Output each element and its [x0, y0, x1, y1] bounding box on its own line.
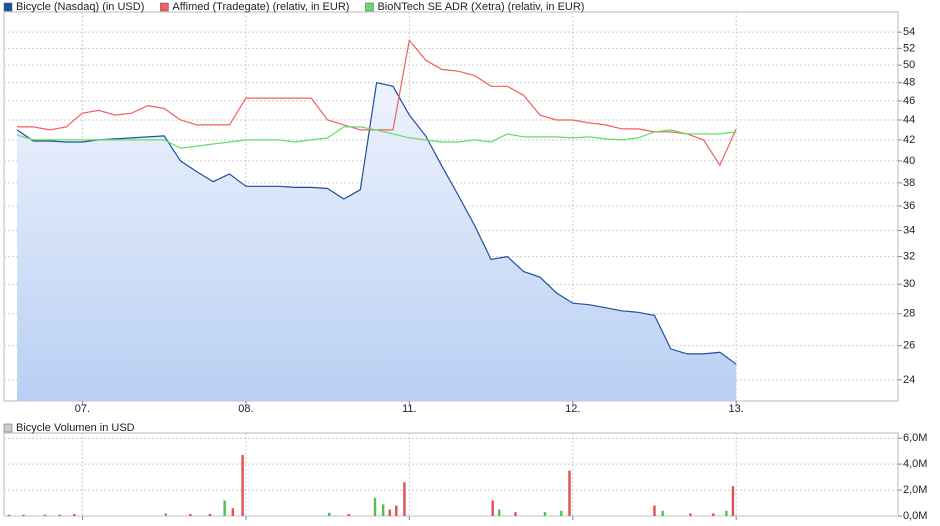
y-tick-label: 24: [903, 374, 915, 386]
bar: [560, 510, 563, 516]
bar: [58, 514, 61, 516]
bar: [328, 512, 331, 516]
bar: [395, 505, 398, 516]
bar: [388, 509, 391, 516]
legend-label: Bicycle Volumen in USD: [16, 422, 135, 434]
bar: [403, 482, 406, 516]
bar: [568, 470, 571, 516]
bar: [241, 455, 244, 516]
legend-label: Bicycle (Nasdaq) (in USD): [16, 1, 144, 13]
bar: [653, 505, 656, 516]
bar: [73, 514, 76, 516]
y-tick-label: 30: [903, 278, 915, 290]
x-tick-label: 12.: [565, 403, 580, 415]
plot-area: [3, 432, 899, 517]
y-tick-label: 4,0M: [903, 458, 927, 470]
bar: [689, 513, 692, 516]
y-tick-label: 0,0M: [903, 510, 927, 522]
legend-swatch: [160, 2, 169, 12]
y-tick-label: 44: [903, 114, 915, 126]
y-tick-label: 42: [903, 134, 915, 146]
bar: [712, 513, 715, 516]
legend-swatch: [3, 423, 13, 433]
bar: [373, 497, 377, 516]
bar: [725, 510, 728, 516]
legend-swatch: [365, 2, 374, 12]
bar: [661, 510, 664, 516]
bar: [22, 514, 25, 516]
y-tick-label: 6,0M: [903, 432, 927, 444]
bar: [43, 514, 47, 516]
y-tick-label: 32: [903, 250, 915, 262]
legend-label: Affimed (Tradegate) (relativ, in EUR): [172, 1, 349, 13]
bar: [189, 514, 192, 516]
y-tick-label: 38: [903, 177, 915, 189]
y-tick-label: 46: [903, 95, 915, 107]
y-tick-label: 40: [903, 155, 915, 167]
x-tick-label: 07.: [75, 403, 90, 415]
x-tick-label: 13.: [729, 403, 744, 415]
y-tick-label: 28: [903, 308, 915, 320]
x-tick-label: 11.: [402, 403, 416, 415]
bar: [731, 486, 735, 516]
bar: [498, 509, 501, 516]
bar: [223, 500, 226, 516]
y-tick-label: 2,0M: [903, 484, 927, 496]
x-tick-label: 08.: [238, 403, 253, 415]
y-tick-label: 36: [903, 200, 915, 212]
line: [16, 126, 737, 149]
y-tick-label: 50: [903, 59, 915, 71]
y-tick-label: 48: [903, 77, 915, 89]
y-tick-label: 54: [903, 26, 915, 38]
line: [16, 81, 737, 365]
bar: [208, 514, 212, 516]
legend-swatch: [3, 2, 13, 12]
y-tick-label: 52: [903, 42, 915, 54]
bar: [164, 513, 168, 516]
legend-label: BioNTech SE ADR (Xetra) (relativ, in EUR…: [377, 1, 584, 13]
y-tick-label: 26: [903, 340, 915, 352]
bar: [491, 500, 494, 516]
area: [17, 82, 737, 401]
y-tick-label: 34: [903, 224, 915, 236]
bar: [381, 504, 385, 516]
bar: [347, 514, 351, 516]
bar: [514, 512, 517, 516]
bar: [543, 512, 547, 516]
bar: [7, 514, 11, 516]
bar: [231, 508, 235, 516]
